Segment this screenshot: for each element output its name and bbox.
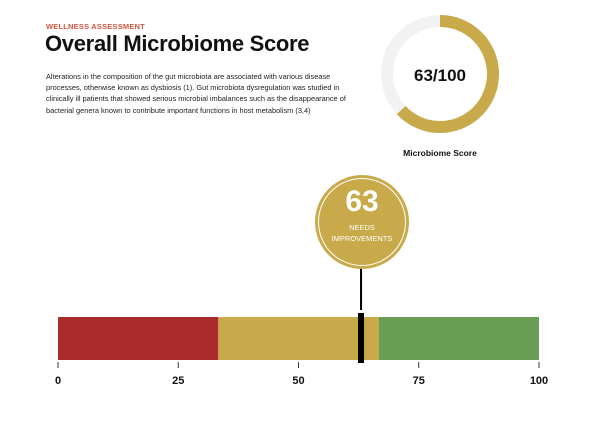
scale-tick-label: 100	[530, 375, 548, 387]
score-donut: 63/100	[381, 15, 499, 133]
page-title: Overall Microbiome Score	[45, 31, 310, 56]
score-badge-circle: 63 NEEDS IMPROVEMENTS	[315, 175, 409, 269]
score-badge-ring	[318, 178, 406, 266]
donut-progress-arc	[381, 15, 499, 133]
scale-tick-label: 25	[172, 375, 184, 387]
donut-label: Microbiome Score	[403, 148, 477, 158]
scale-segment-yellow	[218, 317, 379, 360]
score-badge: 63 NEEDS IMPROVEMENTS	[315, 175, 409, 269]
scale-segment-green	[378, 317, 539, 360]
scale-tick-label: 50	[292, 375, 304, 387]
scale-segments	[58, 317, 539, 360]
eyebrow-label: WELLNESS ASSESSMENT	[46, 22, 145, 31]
score-status-text: NEEDS IMPROVEMENTS	[331, 223, 393, 243]
scale-tick-label: 75	[413, 375, 425, 387]
description-text: Alterations in the composition of the gu…	[46, 72, 346, 115]
score-badge-value: 63	[345, 185, 379, 218]
scale-tick-label: 0	[55, 375, 61, 387]
scale-ticks: 0 25 50 75 100	[55, 362, 548, 387]
donut-score-text: 63/100	[414, 66, 466, 85]
scale-segment-red	[58, 317, 219, 360]
score-marker	[358, 313, 365, 363]
